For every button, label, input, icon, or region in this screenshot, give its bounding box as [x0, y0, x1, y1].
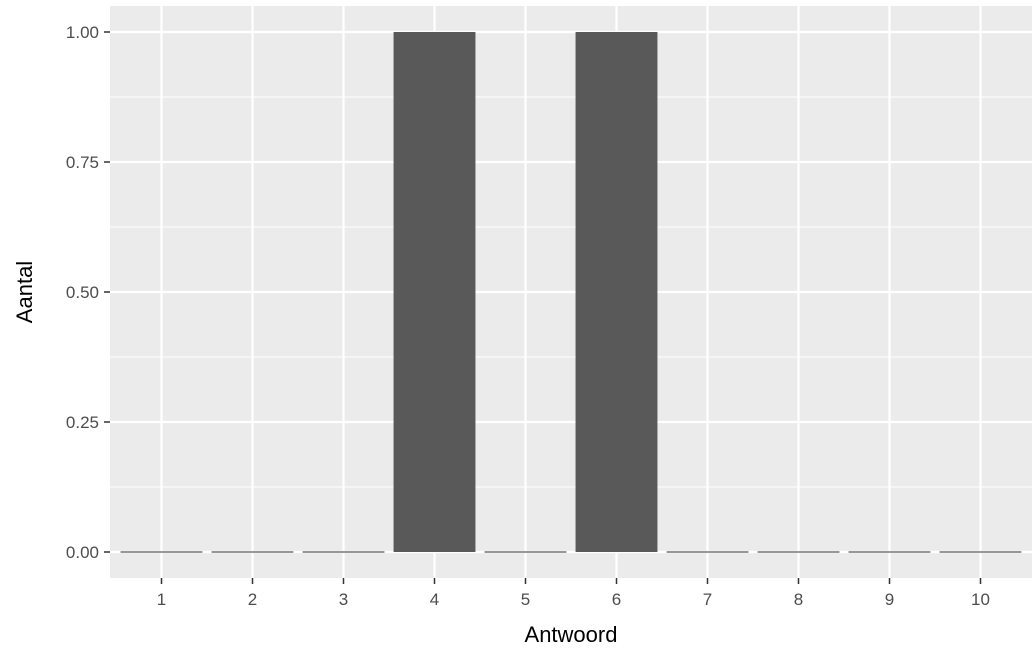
x-tick-label: 6: [612, 590, 621, 609]
x-tick-label: 5: [521, 590, 530, 609]
y-tick-label: 0.50: [66, 283, 99, 302]
y-tick-label: 0.75: [66, 153, 99, 172]
x-tick-label: 3: [339, 590, 348, 609]
x-tick-label: 8: [794, 590, 803, 609]
minor-gridlines: [110, 96, 1032, 488]
x-tick-label: 1: [157, 590, 166, 609]
x-axis-title: Antwoord: [525, 622, 618, 647]
y-axis-title: Aantal: [12, 261, 37, 323]
bars: [120, 32, 1022, 553]
y-tick-label: 0.00: [66, 543, 99, 562]
x-tick-label: 10: [971, 590, 990, 609]
y-tick-label: 0.25: [66, 413, 99, 432]
x-tick-label: 9: [885, 590, 894, 609]
bar-4: [393, 32, 476, 552]
y-axis: 0.00 0.25 0.50 0.75 1.00: [66, 23, 110, 562]
x-axis: 1 2 3 4 5 6 7 8 9 10: [157, 578, 990, 609]
x-tick-label: 7: [703, 590, 712, 609]
bar-6: [575, 32, 658, 552]
y-tick-label: 1.00: [66, 23, 99, 42]
x-tick-label: 4: [430, 590, 439, 609]
x-tick-label: 2: [248, 590, 257, 609]
